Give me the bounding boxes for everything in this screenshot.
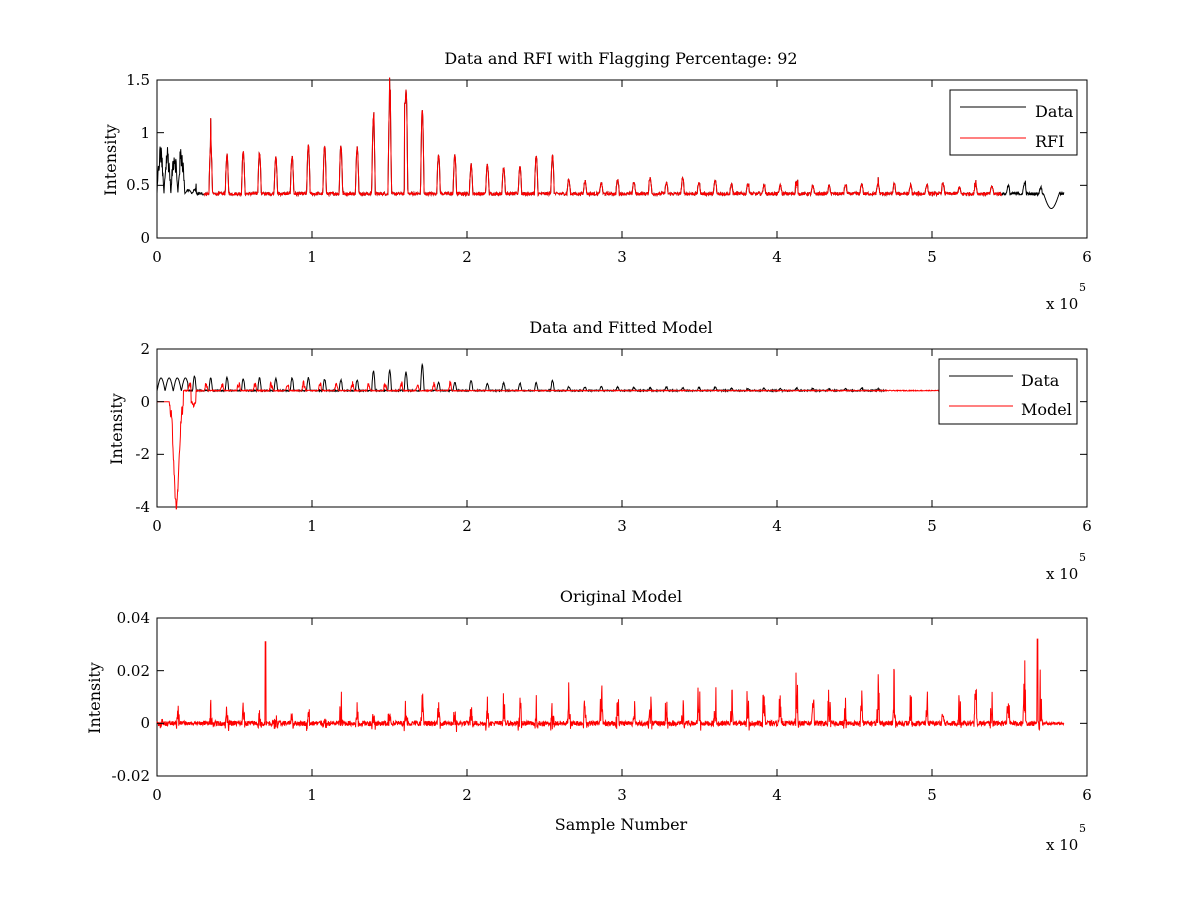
panel-1-ytick-2: 1	[140, 124, 150, 142]
panel-1-xtick-4: 4	[772, 248, 782, 266]
panel-3-x-exponent: x 10	[1046, 836, 1078, 854]
panel-1-legend-box	[949, 89, 1078, 156]
panel-3-title: Original Model	[560, 587, 682, 606]
panel-2-xtick-4: 4	[772, 517, 782, 535]
panel-2-ytick-2: 0	[140, 393, 150, 411]
panel-3-xtick-3: 3	[617, 786, 627, 804]
panel-3-xtick-2: 2	[462, 786, 472, 804]
panel-3-xtick-5: 5	[927, 786, 937, 804]
panel-1-legend-label-data: Data	[1035, 102, 1074, 121]
panel-3-ytick-2: 0.02	[117, 662, 150, 680]
panel-3-ticks	[156, 617, 1088, 777]
panel-2-ytick-3: 2	[140, 340, 150, 358]
panel-1-xtick-3: 3	[617, 248, 627, 266]
panel-1-ylabel: Intensity	[101, 124, 120, 196]
panel-2-legend-label-data: Data	[1021, 371, 1060, 390]
panel-2-xtick-2: 2	[462, 517, 472, 535]
panel-2-x-exponent-power: 5	[1079, 551, 1086, 564]
panel-data-and-fitted-model: Data and Fitted Model -4 -2 0 2 0 1 2 3 …	[107, 318, 1092, 583]
panel-3-ytick-3: 0.04	[117, 609, 150, 627]
panel-1-ticks	[156, 79, 1088, 239]
panel-2-ticks	[156, 348, 1088, 508]
panel-3-ylabel: Intensity	[85, 662, 104, 734]
panel-1-ytick-0: 0	[140, 229, 150, 247]
panel-2-xtick-6: 6	[1082, 517, 1092, 535]
panel-1-x-exponent-power: 5	[1079, 281, 1086, 294]
panel-2-legend: Data Model	[938, 358, 1078, 425]
panel-1-xtick-2: 2	[462, 248, 472, 266]
panel-2-legend-label-model: Model	[1021, 400, 1072, 419]
panel-2-xtick-0: 0	[152, 517, 162, 535]
panel-1-xtick-0: 0	[152, 248, 162, 266]
panel-2-series	[156, 362, 1064, 510]
panel-2-plot-area	[156, 348, 1088, 508]
panel-2-series-model-line	[157, 379, 1064, 510]
panel-3-xtick-0: 0	[152, 786, 162, 804]
panel-original-model: Original Model -0.02 0 0.02 0.04 0 1 2 3…	[85, 587, 1092, 854]
panel-3-series	[156, 638, 1065, 733]
panel-1-xtick-1: 1	[307, 248, 317, 266]
panel-3-x-exponent-power: 5	[1079, 822, 1086, 835]
panel-1-series	[156, 77, 1065, 209]
panel-2-ytick-0: -4	[135, 498, 150, 516]
panel-3-series-model-line	[156, 638, 1065, 733]
panel-3-ytick-1: 0	[140, 714, 150, 732]
panel-1-legend: Data RFI	[949, 89, 1078, 156]
panel-1-ytick-3: 1.5	[126, 71, 150, 89]
panel-2-ylabel: Intensity	[107, 393, 126, 465]
panel-2-xtick-1: 1	[307, 517, 317, 535]
panel-1-xtick-5: 5	[927, 248, 937, 266]
panel-1-plot-area	[156, 79, 1088, 239]
panel-3-xtick-1: 1	[307, 786, 317, 804]
panel-1-legend-label-rfi: RFI	[1035, 132, 1064, 151]
panel-1-ytick-1: 0.5	[126, 176, 150, 194]
panel-2-title: Data and Fitted Model	[529, 318, 712, 337]
panel-data-and-rfi: Data and RFI with Flagging Percentage: 9…	[101, 49, 1092, 313]
panel-2-legend-box	[938, 358, 1078, 425]
panel-2-x-exponent: x 10	[1046, 565, 1078, 583]
panel-3-xtick-6: 6	[1082, 786, 1092, 804]
panel-1-xtick-6: 6	[1082, 248, 1092, 266]
panel-3-plot-area	[156, 617, 1088, 777]
panel-3-xlabel: Sample Number	[555, 815, 688, 834]
panel-2-xtick-5: 5	[927, 517, 937, 535]
panel-2-xtick-3: 3	[617, 517, 627, 535]
panel-1-x-exponent: x 10	[1046, 295, 1078, 313]
panel-3-ytick-0: -0.02	[112, 767, 150, 785]
panel-3-xtick-4: 4	[772, 786, 782, 804]
panel-2-ytick-1: -2	[135, 445, 150, 463]
panel-1-series-rfi-line	[203, 77, 1003, 198]
panel-1-title: Data and RFI with Flagging Percentage: 9…	[444, 49, 797, 68]
